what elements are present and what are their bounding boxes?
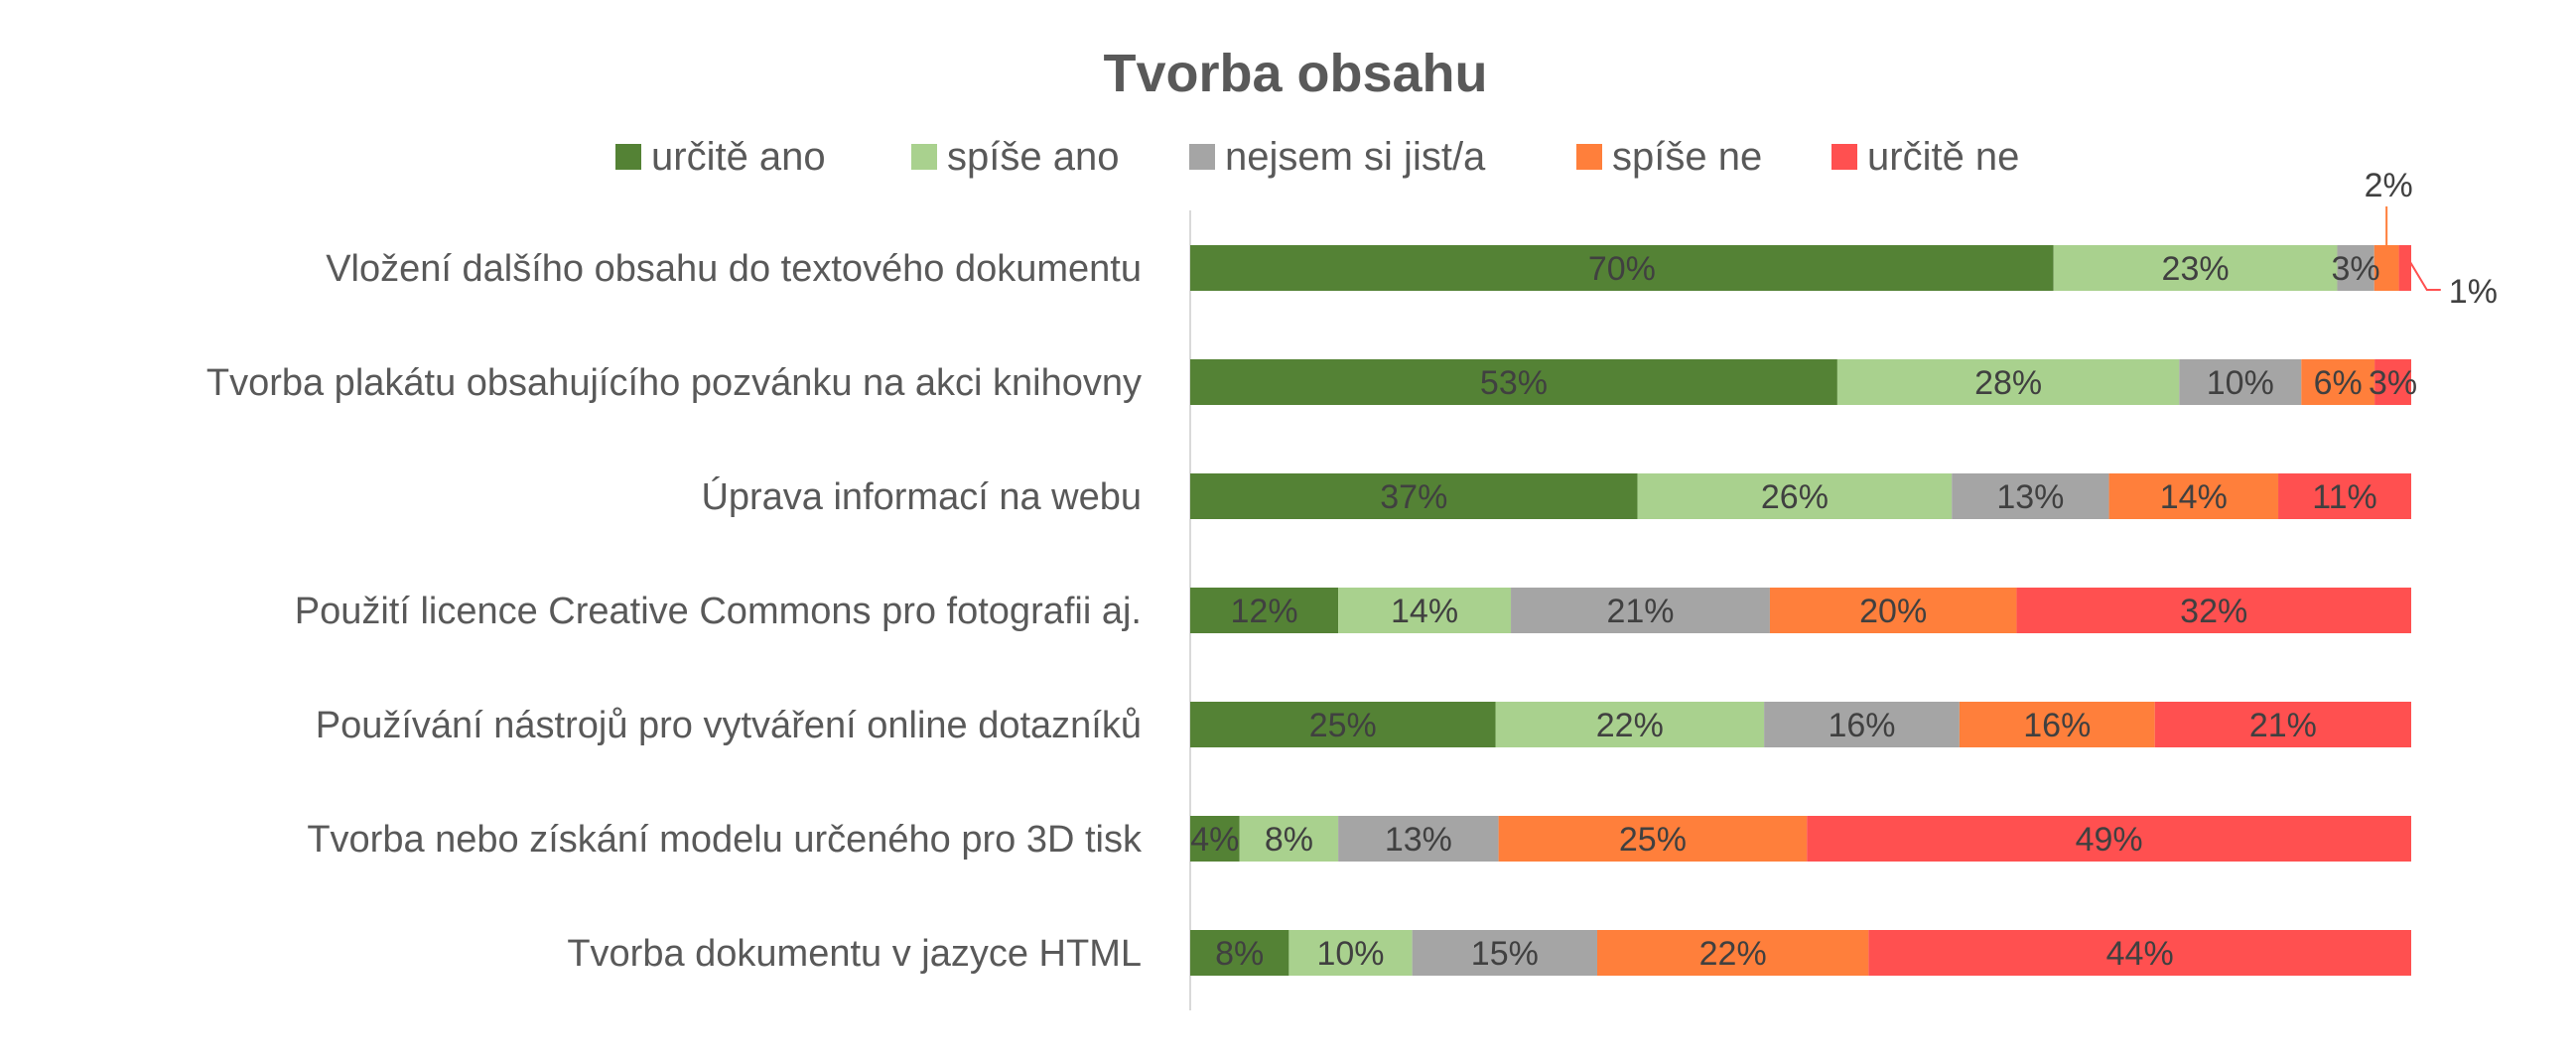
bar-segment xyxy=(2016,588,2411,633)
bar-segment xyxy=(2108,473,2279,519)
category-label: Tvorba nebo získání modelu určeného pro … xyxy=(307,819,1143,861)
legend: určitě ano spíše ano nejsem si jist/a spíše… xyxy=(615,135,2019,179)
legend-item: určitě ano xyxy=(615,135,826,179)
category-label: Používání nástrojů pro vytváření online … xyxy=(316,705,1142,746)
data-label: 25% xyxy=(1619,821,1687,859)
data-labels: 70% 23% 3%2%1%53% 28% 10% 6% 3%37% 26% 13% 14% 11%… xyxy=(1190,167,2498,973)
bar-segment xyxy=(1190,816,1240,862)
legend-swatch xyxy=(1576,144,1602,170)
data-label: 14% xyxy=(1391,593,1458,630)
data-label: 15% xyxy=(1471,935,1539,973)
legend-label: spíše ne xyxy=(1612,135,1762,179)
data-label: 21% xyxy=(1606,593,1674,630)
data-label: 20% xyxy=(1859,593,1927,630)
data-label: 13% xyxy=(1385,821,1452,859)
bar-segment xyxy=(2374,359,2411,405)
bar-segment xyxy=(1807,816,2411,862)
chart-title: Tvorba obsahu xyxy=(1103,44,1487,103)
bar-segment xyxy=(1288,930,1413,976)
legend-swatch xyxy=(1189,144,1215,170)
bar-segment xyxy=(1511,588,1770,633)
bar-segment xyxy=(1495,702,1765,747)
bar-segment xyxy=(1959,702,2155,747)
legend-label: nejsem si jist/a xyxy=(1225,135,1486,179)
bar-segment xyxy=(1190,588,1339,633)
legend-label: určitě ano xyxy=(651,135,826,179)
bar-segment xyxy=(1338,816,1499,862)
data-label: 70% xyxy=(1588,250,1656,288)
bars xyxy=(1190,245,2411,976)
data-label: 3% xyxy=(2369,364,2417,402)
legend-item: spíše ano xyxy=(911,135,1119,179)
data-label: 10% xyxy=(1316,935,1384,973)
data-label: 2% xyxy=(2365,167,2413,204)
bar-segment xyxy=(1597,930,1869,976)
bar-segment xyxy=(1190,245,2054,291)
data-label: 32% xyxy=(2180,593,2247,630)
data-label: 13% xyxy=(1996,478,2064,516)
data-label: 28% xyxy=(1974,364,2042,402)
data-label: 4% xyxy=(1190,821,1239,859)
category-label: Tvorba plakátu obsahujícího pozvánku na … xyxy=(206,362,1142,404)
bar-segment xyxy=(2301,359,2375,405)
data-label: 44% xyxy=(2106,935,2174,973)
bar-segment xyxy=(1769,588,2017,633)
data-label: 11% xyxy=(2312,478,2377,516)
bar-segment xyxy=(2154,702,2411,747)
category-label: Použití licence Creative Commons pro fot… xyxy=(295,591,1142,632)
leader-line xyxy=(2407,259,2441,291)
bar-segment xyxy=(1239,816,1339,862)
bar-segment xyxy=(1952,473,2109,519)
legend-label: určitě ne xyxy=(1867,135,2019,179)
data-label: 21% xyxy=(2249,707,2317,744)
bar-segment xyxy=(1190,702,1496,747)
data-label: 8% xyxy=(1215,935,1264,973)
category-label: Úprava informací na webu xyxy=(701,475,1142,518)
bar-segment xyxy=(2179,359,2302,405)
bar-segment xyxy=(1498,816,1808,862)
data-label: 16% xyxy=(1828,707,1895,744)
data-label: 16% xyxy=(2023,707,2091,744)
category-labels: Vložení dalšího obsahu do textového doku… xyxy=(206,248,1143,975)
legend-item: spíše ne xyxy=(1576,135,1762,179)
data-label: 12% xyxy=(1231,593,1298,630)
data-label: 22% xyxy=(1699,935,1767,973)
data-label: 14% xyxy=(2160,478,2228,516)
legend-item: nejsem si jist/a xyxy=(1189,135,1486,179)
data-label: 22% xyxy=(1596,707,1664,744)
data-label: 6% xyxy=(2314,364,2363,402)
data-label: 10% xyxy=(2207,364,2274,402)
legend-swatch xyxy=(911,144,937,170)
bar-segment xyxy=(2337,245,2374,291)
data-label: 37% xyxy=(1380,478,1447,516)
bar-segment xyxy=(2053,245,2338,291)
data-label: 23% xyxy=(2162,250,2230,288)
bar-segment xyxy=(1190,930,1289,976)
bar-segment xyxy=(1190,359,1837,405)
bar-segment xyxy=(2373,245,2399,291)
category-label: Tvorba dokumentu v jazyce HTML xyxy=(567,933,1142,975)
category-label: Vložení dalšího obsahu do textového doku… xyxy=(326,248,1142,290)
bar-segment xyxy=(1190,473,1638,519)
bar-segment xyxy=(1637,473,1953,519)
legend-item: určitě ne xyxy=(1831,135,2019,179)
bar-segment xyxy=(1412,930,1597,976)
legend-label: spíše ano xyxy=(947,135,1119,179)
legend-swatch xyxy=(1831,144,1857,170)
data-label: 49% xyxy=(2076,821,2143,859)
data-label: 3% xyxy=(2332,250,2380,288)
bar-segment xyxy=(2278,473,2411,519)
bar-segment xyxy=(1338,588,1512,633)
data-label: 25% xyxy=(1309,707,1377,744)
bar-segment xyxy=(1836,359,2180,405)
data-label: 1% xyxy=(2449,273,2498,311)
data-label: 26% xyxy=(1761,478,1829,516)
bar-segment xyxy=(1868,930,2411,976)
bar-segment xyxy=(2398,245,2411,291)
data-label: 53% xyxy=(1480,364,1548,402)
legend-swatch xyxy=(615,144,641,170)
bar-segment xyxy=(1764,702,1960,747)
data-label: 8% xyxy=(1265,821,1313,859)
